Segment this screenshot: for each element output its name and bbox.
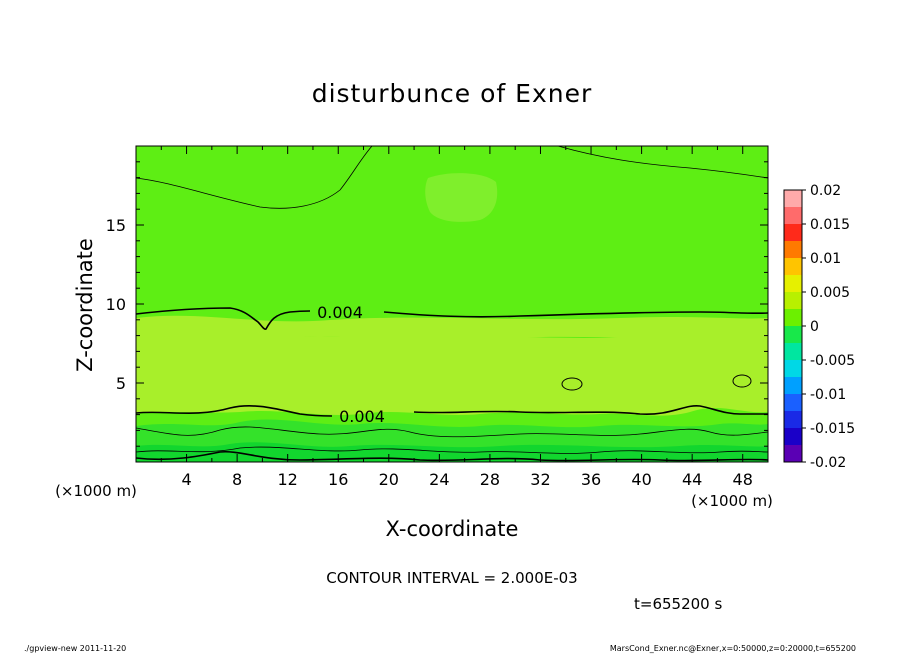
colorbar-label: -0.01 (810, 387, 846, 403)
contour-closed-loop-left (561, 377, 583, 391)
contour-line-upper-right (557, 146, 768, 179)
contour-line-0004-lower (136, 405, 768, 417)
y-axis-unit: (×1000 m) (55, 482, 137, 500)
colorbar-segment (784, 428, 802, 446)
colorbar-segment (784, 360, 802, 378)
x-tick-label: 20 (379, 470, 399, 489)
colorbar-segment (784, 258, 802, 276)
x-tick-label: 12 (278, 470, 298, 489)
colorbar-label: 0.005 (810, 285, 850, 301)
colorbar-label: 0.015 (810, 217, 850, 233)
colorbar-segment (784, 292, 802, 310)
colorbar-segment (784, 275, 802, 293)
footer-program: ./gpview-new 2011-11-20 (24, 644, 126, 653)
colorbar-segment (784, 224, 802, 242)
contour-line-0004-upper (136, 307, 768, 330)
contour-label-upper: 0.004 (317, 303, 363, 322)
footer-source: MarsCond_Exner.nc@Exner,x=0:50000,z=0:20… (610, 644, 856, 653)
contour-line-surface (136, 450, 768, 462)
colorbar-segment (784, 343, 802, 361)
colorbar-segment (784, 207, 802, 225)
contour-closed-loop-right (732, 374, 752, 388)
y-axis-ticks: 5 10 15 (106, 161, 768, 447)
colorbar-segment (784, 241, 802, 259)
x-axis-ticks: 4 8 12 16 20 24 28 32 36 40 44 48 (160, 146, 753, 489)
x-tick-label: 32 (530, 470, 550, 489)
colorbar-segment (784, 394, 802, 412)
contour-line-low-2 (136, 446, 768, 454)
colorbar-segment (784, 326, 802, 344)
colorbar-segment (784, 190, 802, 208)
contour-field (136, 146, 768, 462)
y-tick-label: 10 (106, 295, 126, 314)
colorbar-label: 0.02 (810, 183, 841, 199)
colorbar (783, 189, 803, 463)
x-tick-label: 28 (480, 470, 500, 489)
x-tick-label: 48 (733, 470, 753, 489)
y-axis-label: Z-coordinate (73, 238, 97, 372)
x-tick-label: 16 (328, 470, 348, 489)
x-axis-unit: (×1000 m) (691, 492, 773, 510)
field-upper-patch (425, 173, 498, 222)
colorbar-label: 0.01 (810, 251, 841, 267)
colorbar-label: 0 (810, 319, 819, 335)
x-tick-label: 36 (581, 470, 601, 489)
contour-line-low-1 (136, 426, 768, 438)
colorbar-segment (784, 411, 802, 429)
chart-title: disturbunce of Exner (312, 79, 593, 108)
y-tick-label: 15 (106, 216, 126, 235)
colorbar-label: -0.02 (810, 455, 846, 471)
field-middle-band-top (136, 315, 768, 340)
contour-interval-caption: CONTOUR INTERVAL = 2.000E-03 (326, 569, 577, 587)
x-tick-label: 44 (682, 470, 702, 489)
colorbar-labels: 0.02 0.015 0.01 0.005 0 -0.005 -0.01 -0.015 -0.0… (802, 183, 855, 471)
time-caption: t=655200 s (634, 595, 722, 613)
x-tick-label: 8 (232, 470, 242, 489)
x-tick-label: 4 (181, 470, 191, 489)
colorbar-label: -0.005 (810, 353, 855, 369)
colorbar-segment (784, 445, 802, 463)
x-axis-label: X-coordinate (386, 517, 519, 541)
field-middle-band (136, 333, 768, 416)
x-tick-label: 24 (429, 470, 449, 489)
contour-line-upper-left (136, 146, 373, 209)
colorbar-segment (784, 309, 802, 327)
x-tick-label: 40 (631, 470, 651, 489)
y-tick-label: 5 (116, 374, 126, 393)
colorbar-label: -0.015 (810, 421, 855, 437)
colorbar-segment (784, 377, 802, 395)
contour-label-lower: 0.004 (339, 407, 385, 426)
